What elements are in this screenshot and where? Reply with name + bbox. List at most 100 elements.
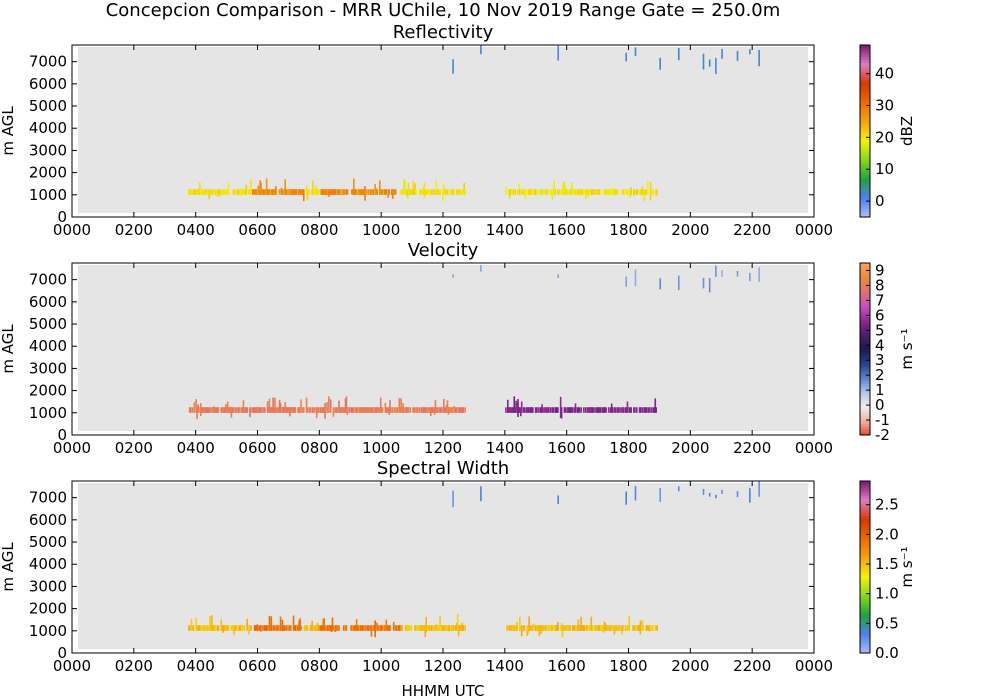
echo-cell <box>656 189 658 195</box>
echo-cell <box>524 189 527 199</box>
echo-cell <box>647 180 649 195</box>
echo-cell <box>439 189 441 195</box>
y-axis-label: m AGL <box>0 324 17 374</box>
colorbar-segment <box>860 308 870 313</box>
echo-cell <box>360 625 363 631</box>
echo-cell <box>440 625 442 631</box>
colorbar-segment <box>860 93 870 98</box>
echo-cell <box>586 189 589 195</box>
echo-cell <box>423 182 426 199</box>
echo-cell <box>444 189 447 195</box>
echo-cell <box>280 187 283 195</box>
echo-cell <box>276 625 278 631</box>
echo-cell <box>573 189 576 195</box>
echo-cell <box>412 180 414 195</box>
echo-cell <box>436 189 439 195</box>
echo-cell <box>335 407 338 413</box>
echo-cell <box>366 625 369 631</box>
echo-cell <box>236 625 238 631</box>
echo-cell <box>596 407 599 413</box>
echo-cell <box>625 625 628 631</box>
echo-cell <box>350 407 352 413</box>
colorbar-segment <box>860 621 870 625</box>
echo-cell <box>628 189 631 195</box>
echo-cell <box>277 625 280 631</box>
x-tick-label: 1800 <box>609 221 647 239</box>
echo-cell <box>529 407 531 413</box>
echo-cell <box>235 407 237 413</box>
colorbar-segment <box>860 592 870 597</box>
echo-cell <box>561 189 564 195</box>
echo-cell <box>298 620 300 631</box>
echo-cell <box>306 189 309 201</box>
colorbar-segment <box>860 277 870 281</box>
echo-cell <box>528 189 530 195</box>
figure-xlabel: HHMM UTC <box>402 682 485 700</box>
echo-cell <box>426 625 428 631</box>
echo-cell <box>632 625 634 631</box>
x-tick-label: 0600 <box>238 657 276 675</box>
plot-fill <box>78 483 808 649</box>
echo-cell <box>649 625 652 632</box>
echo-cell <box>270 189 273 195</box>
echo-cell <box>207 407 210 413</box>
echo-cell <box>388 189 390 195</box>
echo-cell <box>227 182 230 195</box>
echo-cell <box>302 189 305 202</box>
echo-cell <box>447 625 450 631</box>
echo-cell <box>462 407 465 413</box>
echo-cell <box>253 407 256 413</box>
colorbar-tick-label: 2.5 <box>875 496 899 514</box>
colorbar-segment <box>860 555 870 559</box>
echo-cell <box>606 189 608 195</box>
echo-cell <box>459 407 462 413</box>
echo-cell <box>326 402 328 413</box>
echo-cell <box>539 189 542 195</box>
x-tick-label: 1200 <box>424 657 462 675</box>
echo-cell <box>677 48 680 61</box>
echo-cell <box>641 619 644 631</box>
echo-cell <box>333 189 336 195</box>
y-tick-label: 4000 <box>29 119 67 137</box>
echo-cell <box>552 625 555 631</box>
echo-cell <box>273 189 275 195</box>
echo-cell <box>549 189 552 195</box>
echo-cell <box>578 625 581 631</box>
echo-cell <box>581 625 583 631</box>
echo-cell <box>574 625 577 631</box>
x-tick-label: 1400 <box>486 439 524 457</box>
echo-cell <box>609 189 611 195</box>
colorbar-segment <box>860 578 870 582</box>
colorbar-segment <box>860 326 870 330</box>
echo-cell <box>420 189 423 195</box>
echo-cell <box>644 407 646 413</box>
echo-cell <box>527 625 529 634</box>
echo-cell <box>279 616 282 631</box>
echo-cell <box>540 625 542 634</box>
echo-cell <box>216 407 219 413</box>
colorbar-segment <box>860 214 870 218</box>
echo-cell <box>457 625 460 637</box>
colorbar-segment <box>860 541 870 545</box>
colorbar-segment <box>860 191 870 195</box>
echo-cell <box>449 407 452 413</box>
echo-cell <box>316 189 319 195</box>
echo-cell <box>224 625 226 631</box>
echo-cell <box>580 616 582 631</box>
colorbar-frame <box>859 262 871 436</box>
echo-cell <box>542 189 544 195</box>
echo-cell <box>206 189 209 195</box>
echo-cell <box>462 625 465 631</box>
echo-cell <box>379 189 382 195</box>
echo-cell <box>270 407 273 413</box>
echo-cell <box>758 267 760 282</box>
colorbar-segment <box>860 346 870 350</box>
echo-cell <box>372 189 375 195</box>
echo-cell <box>616 407 619 413</box>
echo-cell <box>552 407 555 413</box>
echo-cell <box>403 179 405 195</box>
echo-cell <box>263 189 266 195</box>
colorbar-segment <box>860 311 870 316</box>
colorbar-segment <box>860 575 870 579</box>
echo-cell <box>301 189 303 195</box>
